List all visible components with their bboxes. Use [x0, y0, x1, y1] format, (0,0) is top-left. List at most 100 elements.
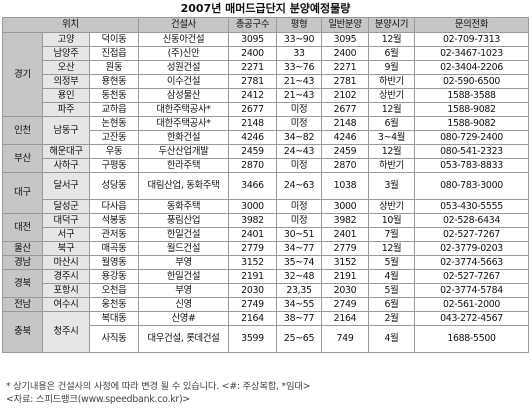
total-cell: 2401: [228, 227, 278, 242]
total-cell: 2677: [228, 102, 278, 117]
company-cell: (주)신안: [138, 46, 230, 61]
size-cell: 미정: [276, 158, 323, 173]
footnote: * 상기내용은 건설사의 사정에 따라 변경 될 수 있습니다. <#: 주상복…: [6, 381, 311, 392]
table-row: 사하구 구평동 한라주택 2870 미정 2870 하반기 053-783-88…: [3, 158, 530, 173]
header-company: 건설사: [138, 17, 230, 33]
company-cell: 한라주택: [138, 158, 230, 173]
area-cell: 남동구: [42, 116, 90, 145]
total-cell: 2400: [228, 46, 278, 61]
dong-cell: 복대동: [88, 311, 140, 326]
total-cell: 4246: [228, 130, 278, 145]
schedule-table: 위치 건설사 총공구수 평형 일반분양 분양시기 문의전화 경기 고양 덕이동 …: [1, 17, 530, 353]
size-cell: 33~90: [276, 32, 323, 47]
total-cell: 2749: [228, 297, 278, 312]
phone-cell: 02-527-7267: [414, 269, 530, 284]
table-row: 대구 달서구 성당동 대림산업, 동화주택 3466 24~63 1038 3월…: [2, 172, 530, 214]
table-row: 포항시 오천읍 부영 2030 23,35 2030 5월 02-3774-57…: [3, 283, 530, 298]
phone-cell: 1588-9082: [414, 116, 530, 131]
size-cell: 34~77: [276, 241, 323, 256]
total-cell: 2271: [228, 60, 278, 75]
dong-cell: 다사읍: [88, 199, 140, 214]
period-cell: 12월: [368, 241, 416, 256]
area-cell: 의정부: [42, 74, 90, 89]
general-cell: 749: [321, 325, 370, 353]
period-cell: 3~4월: [368, 130, 416, 145]
table-row: 충북 청주시 복대동 신영# 2164 38~77 2164 2월 043-27…: [2, 311, 530, 353]
phone-cell: 02-3467-1023: [414, 46, 530, 61]
region-cell: 부산: [2, 144, 43, 173]
period-cell: 5월: [368, 283, 416, 298]
region-cell: 경북: [2, 269, 43, 298]
period-cell: 10월: [368, 213, 416, 228]
phone-cell: 02-561-2000: [414, 297, 530, 312]
region-cell: 전남: [2, 297, 43, 312]
general-cell: 3152: [321, 255, 370, 270]
company-cell: 한일건설: [138, 227, 230, 242]
phone-cell: 080-783-3000: [414, 172, 530, 200]
phone-cell: 02-709-7313: [414, 32, 530, 47]
general-cell: 2400: [321, 46, 370, 61]
size-cell: 미정: [276, 213, 323, 228]
company-cell: 삼성물산: [138, 88, 230, 103]
table-row: 경북 경주시 용강동 한일건설 2191 32~48 2191 4월 02-52…: [2, 269, 530, 298]
company-cell: 두산산업개발: [138, 144, 230, 159]
area-cell: 달서구: [42, 172, 90, 200]
size-cell: 미정: [276, 199, 323, 214]
phone-cell: 043-272-4567: [414, 311, 530, 326]
table-row: 파주 교하읍 대한주택공사* 2677 미정 2677 12월 1588-908…: [3, 102, 530, 117]
table-row: 전남 여수시 웅천동 신영 2749 34~55 2749 6월 02-561-…: [2, 297, 530, 312]
total-cell: 3466: [228, 172, 278, 200]
table-row: 경남 마산시 월영동 부영 3152 35~74 3152 5월 02-3774…: [2, 255, 530, 270]
company-cell: 한화건설: [138, 130, 230, 145]
company-cell: 대한주택공사*: [138, 116, 230, 131]
header-general-sale: 일반분양: [321, 17, 370, 33]
table-row: 오산 원동 성원건설 2271 33~76 2271 9월 02-3404-22…: [3, 60, 530, 75]
area-cell: 용인: [42, 88, 90, 103]
general-cell: 2030: [321, 283, 370, 298]
size-cell: 30~51: [276, 227, 323, 242]
header-row: 위치 건설사 총공구수 평형 일반분양 분양시기 문의전화: [1, 17, 530, 33]
general-cell: 2271: [321, 60, 370, 75]
table-row: 용인 동천동 삼성물산 2412 21~43 2102 상반기 1588-358…: [3, 88, 530, 103]
table-row: 서구 관저동 한일건설 2401 30~51 2401 7월 02-527-72…: [3, 227, 530, 242]
company-cell: 대한주택공사*: [138, 102, 230, 117]
dong-cell: 월영동: [88, 255, 140, 270]
total-cell: 2459: [228, 144, 278, 159]
total-cell: 3095: [228, 32, 278, 47]
phone-cell: 02-3779-0203: [414, 241, 530, 256]
dong-cell: 논현동: [88, 116, 140, 131]
total-cell: 2148: [228, 116, 278, 131]
dong-cell: 덕이동: [88, 32, 140, 47]
general-cell: 2164: [321, 311, 370, 326]
size-cell: 미정: [276, 116, 323, 131]
general-cell: 3095: [321, 32, 370, 47]
table-row: 의정부 용현동 이수건설 2781 21~43 2781 하반기 02-590-…: [3, 74, 530, 89]
general-cell: 1038: [321, 172, 370, 200]
company-cell: 부영: [138, 255, 230, 270]
size-cell: 21~43: [276, 88, 323, 103]
total-cell: 3982: [228, 213, 278, 228]
phone-cell: 1588-3588: [414, 88, 530, 103]
dong-cell: 웅천동: [88, 297, 140, 312]
phone-cell: 02-3404-2206: [414, 60, 530, 75]
table-row: 남양주 진접읍 (주)신안 2400 33 2400 6월 02-3467-10…: [3, 46, 530, 61]
area-cell: 달성군: [42, 199, 90, 214]
total-cell: 3000: [228, 199, 278, 214]
area-cell: 고양: [42, 32, 90, 47]
dong-cell: 오천읍: [88, 283, 140, 298]
phone-cell: 053-783-8833: [414, 158, 530, 173]
source-note: <자료: 스피드뱅크(www.speedbank.co.kr)>: [6, 394, 191, 405]
area-cell: 포항시: [42, 283, 90, 298]
period-cell: 6월: [368, 116, 416, 131]
phone-cell: 080-541-2323: [414, 144, 530, 159]
size-cell: 35~74: [276, 255, 323, 270]
dong-cell: 용현동: [88, 74, 140, 89]
size-cell: 25~65: [276, 325, 323, 353]
company-cell: 부영: [138, 283, 230, 298]
company-cell: 월드건설: [138, 241, 230, 256]
region-cell: 인천: [2, 116, 43, 145]
total-cell: 3152: [228, 255, 278, 270]
period-cell: 상반기: [368, 199, 416, 214]
table-row: 경기 고양 덕이동 신동아건설 3095 33~90 3095 12월 02-7…: [2, 32, 530, 117]
phone-cell: 02-528-6434: [414, 213, 530, 228]
